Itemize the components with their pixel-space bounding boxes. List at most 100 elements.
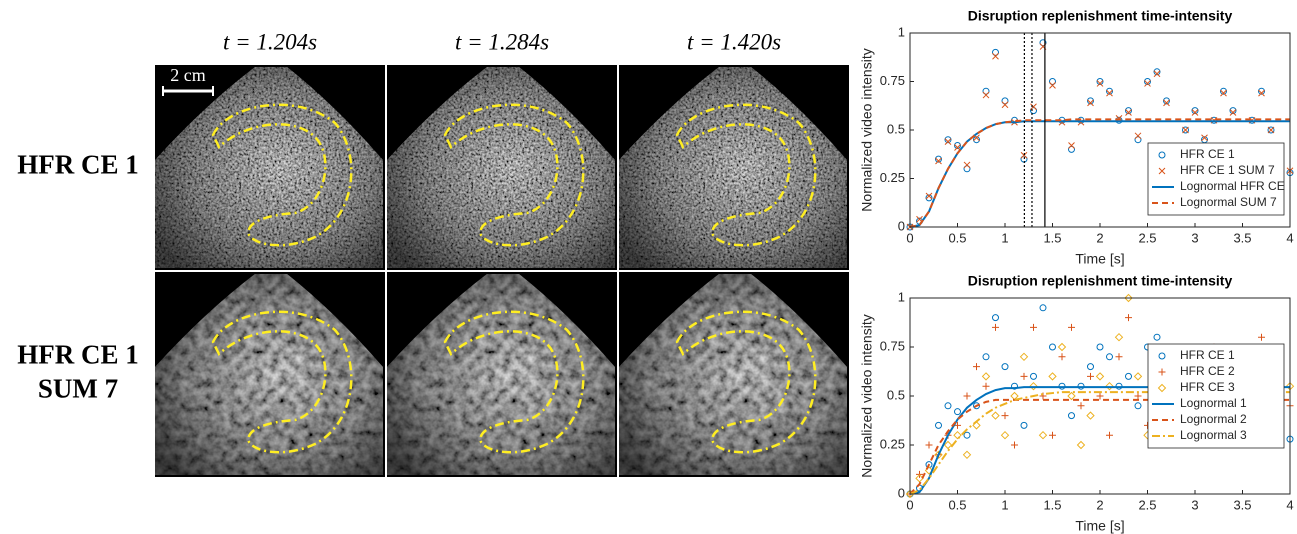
data-point: [963, 431, 971, 439]
legend-marker: [1158, 368, 1166, 376]
x-axis-label: Time [s]: [1075, 518, 1124, 534]
data-point: [935, 157, 942, 165]
x-tick-label: 4: [1286, 497, 1293, 512]
data-point: [1106, 431, 1113, 439]
legend-label: HFR CE 1: [1180, 348, 1235, 362]
data-point: [954, 408, 961, 416]
y-axis-label: Normalized video intensity: [859, 314, 875, 477]
data-point: [1030, 372, 1037, 380]
legend-marker: [1158, 151, 1166, 159]
data-point: [1125, 107, 1132, 115]
data-point: [954, 421, 961, 429]
data-point: [1001, 101, 1009, 109]
data-point: [943, 440, 953, 450]
data-point: [1086, 411, 1095, 420]
row-label: HFR CE 1: [17, 150, 139, 180]
data-point: [963, 392, 971, 400]
data-point: [925, 194, 933, 202]
ultrasound-image: [387, 272, 617, 477]
data-point: [1229, 107, 1237, 115]
data-point: [1049, 82, 1056, 89]
data-point: [1000, 430, 1010, 440]
data-point: [935, 421, 942, 429]
data-point: [982, 382, 990, 390]
data-point: [1106, 353, 1113, 361]
data-point: [925, 192, 933, 200]
data-point: [1048, 372, 1057, 381]
legend-label: HFR CE 3: [1180, 380, 1235, 394]
ultrasound-image: [619, 272, 849, 477]
row-label: SUM 7: [38, 374, 118, 404]
data-point: [982, 87, 990, 95]
data-point: [992, 314, 999, 322]
chart-title: Disruption replenishment time-intensity: [968, 273, 1233, 289]
data-point: [1030, 103, 1037, 111]
data-point: [1076, 440, 1086, 450]
data-point: [1258, 89, 1265, 97]
data-point: [1267, 126, 1275, 134]
image-sector: [387, 67, 615, 268]
x-tick-label: 1.5: [1043, 497, 1061, 512]
data-point: [1049, 78, 1056, 85]
y-tick-label: 0.5: [887, 121, 905, 136]
y-tick-label: 1: [898, 289, 905, 304]
data-point: [1220, 89, 1227, 97]
data-point: [1106, 89, 1113, 97]
legend: [1147, 343, 1285, 449]
data-point: [1030, 107, 1037, 115]
x-tick-label: 1: [1001, 497, 1008, 512]
ultrasound-image: [155, 272, 385, 477]
data-point: [982, 91, 990, 99]
axes-box: [909, 297, 1291, 495]
legend-marker: [1157, 383, 1167, 393]
legend-label: Lognormal HFR CE: [1180, 179, 1285, 193]
data-point: [1105, 381, 1114, 391]
legend: [1147, 142, 1285, 216]
ultrasound-image: [619, 65, 849, 270]
data-point: [1096, 80, 1104, 87]
data-point: [1191, 107, 1199, 115]
legend-label: Lognormal 3: [1180, 428, 1247, 442]
data-point: [1068, 412, 1075, 420]
data-point: [1077, 402, 1085, 410]
data-point: [1001, 97, 1009, 105]
data-point: [1087, 372, 1094, 380]
data-point: [1001, 363, 1009, 371]
ultrasound-image: [155, 65, 385, 270]
data-point: [1087, 97, 1094, 105]
data-point: [973, 136, 980, 144]
data-point: [1258, 87, 1265, 95]
x-tick-label: 4: [1286, 230, 1293, 245]
data-point: [1182, 126, 1189, 134]
ultrasound-image: [387, 65, 617, 270]
data-point: [1019, 352, 1029, 362]
data-point: [1068, 145, 1075, 153]
x-tick-label: 3: [1191, 497, 1198, 512]
legend-marker: [1158, 167, 1166, 175]
data-point: [1020, 421, 1028, 429]
y-tick-label: 0.75: [880, 73, 905, 88]
data-point: [1163, 97, 1170, 105]
data-point: [1134, 136, 1142, 144]
x-tick-label: 1: [1001, 230, 1008, 245]
x-tick-label: 3.5: [1233, 497, 1251, 512]
data-point: [1049, 431, 1056, 439]
data-point: [1058, 353, 1066, 361]
data-point: [1134, 132, 1142, 140]
data-point: [1267, 126, 1275, 134]
data-point: [1229, 109, 1237, 116]
legend-label: Lognormal SUM 7: [1180, 195, 1277, 209]
data-point: [1011, 441, 1018, 449]
data-point: [1095, 372, 1105, 381]
data-point: [1153, 70, 1161, 78]
data-point: [1020, 151, 1028, 159]
data-point: [954, 142, 961, 150]
legend-label: Lognormal 2: [1180, 412, 1247, 426]
data-point: [1258, 333, 1265, 341]
x-axis-label: Time [s]: [1075, 251, 1124, 267]
x-tick-label: 0: [906, 230, 913, 245]
data-point: [1049, 343, 1056, 351]
data-point: [1096, 392, 1104, 400]
data-point: [1030, 323, 1037, 331]
